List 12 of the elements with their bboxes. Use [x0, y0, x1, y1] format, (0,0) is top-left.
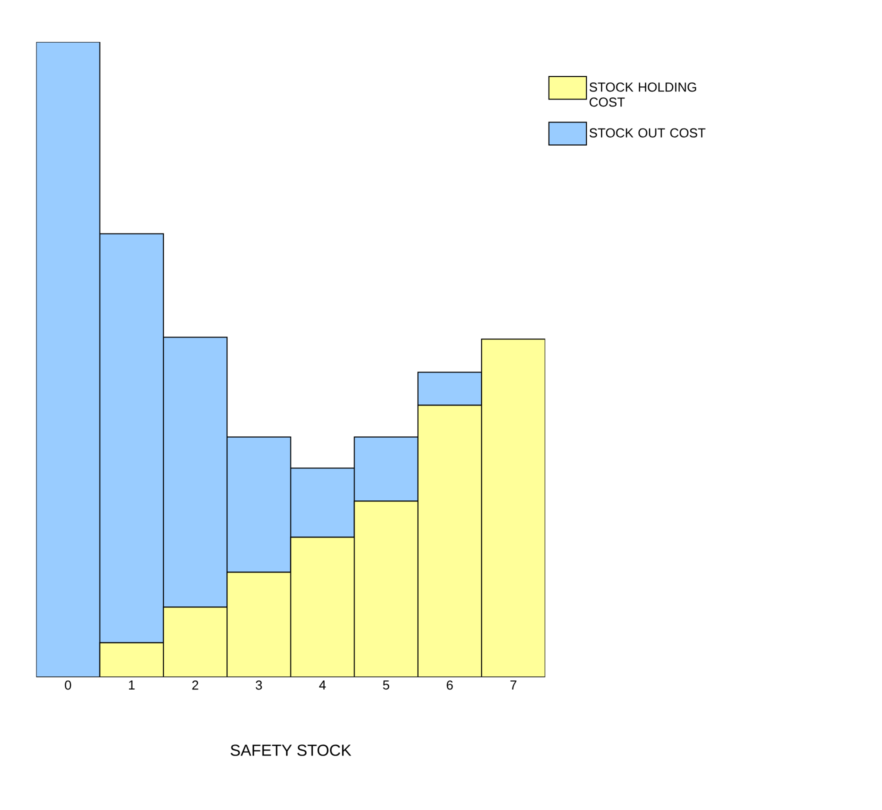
legend-label: STOCK OUT COST	[590, 128, 706, 138]
x-tick-label: 7	[510, 680, 516, 690]
x-tick-label: 3	[256, 680, 262, 690]
x-tick-label: 5	[383, 680, 390, 690]
legend-label: STOCK HOLDING COST	[590, 82, 696, 107]
bar	[417, 372, 482, 406]
x-axis-title: SAFETY STOCK	[230, 744, 352, 756]
x-tick-label: 2	[192, 680, 198, 690]
x-tick-label: 6	[446, 680, 453, 690]
x-tick-label: 0	[64, 680, 72, 690]
x-tick-label: 4	[319, 680, 326, 690]
x-tick-label: 1	[129, 680, 135, 690]
